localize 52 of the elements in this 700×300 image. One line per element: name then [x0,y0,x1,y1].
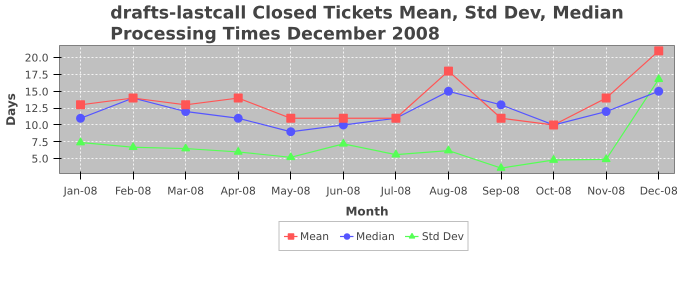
point [444,66,453,76]
point [286,152,296,160]
point [76,137,86,146]
y-tick-label: 5.0 [32,152,49,166]
x-tick-label: Jul-08 [380,184,412,198]
point [654,46,664,56]
chart-title: drafts-lastcall Closed Tickets Mean, Std Dev, Median Processing Times December 2008 [110,4,624,44]
y-tick-label: 7.5 [32,136,49,149]
point [391,150,400,158]
x-tick-label: Jan-08 [62,184,98,198]
point [496,162,506,171]
point [338,114,348,123]
legend-label: Median [356,230,395,242]
x-tick-label: Apr-08 [220,184,256,198]
x-tick-label: Oct-08 [536,184,572,198]
y-tick-label: 12.5 [24,102,49,116]
x-tick-label: May-08 [271,184,311,198]
point [234,94,243,103]
point [181,100,190,110]
y-tick-label: 20.0 [24,52,49,65]
point [128,142,138,150]
x-tick-label: Nov-08 [587,184,626,198]
point [181,143,190,152]
point [496,114,506,123]
point [76,114,86,123]
y-tick-label: 15.0 [24,85,49,98]
x-tick-label: Dec-08 [640,184,678,198]
x-tick-label: Sep-08 [482,184,520,198]
x-tick-label: Jun-08 [325,184,361,198]
x-tick-label: Feb-08 [114,184,152,198]
point [444,86,453,96]
y-tick-label: 10.0 [24,118,49,132]
x-axis-title: Month [345,204,389,218]
point [602,154,611,162]
point [549,154,558,163]
point [602,94,611,103]
point [234,146,243,155]
point [76,100,86,110]
point [602,107,611,116]
legend-label: Std Dev [422,230,464,242]
point [234,114,243,123]
point [444,145,453,154]
point [286,127,296,136]
point [286,114,296,123]
y-axis-title: Days [4,93,18,126]
point [338,138,348,147]
y-tick-label: 17.5 [24,68,49,82]
legend-label: Mean [300,230,330,242]
point [496,100,506,110]
point [654,86,664,96]
x-tick-label: Mar-08 [167,184,204,198]
x-tick-label: Aug-08 [429,184,468,198]
